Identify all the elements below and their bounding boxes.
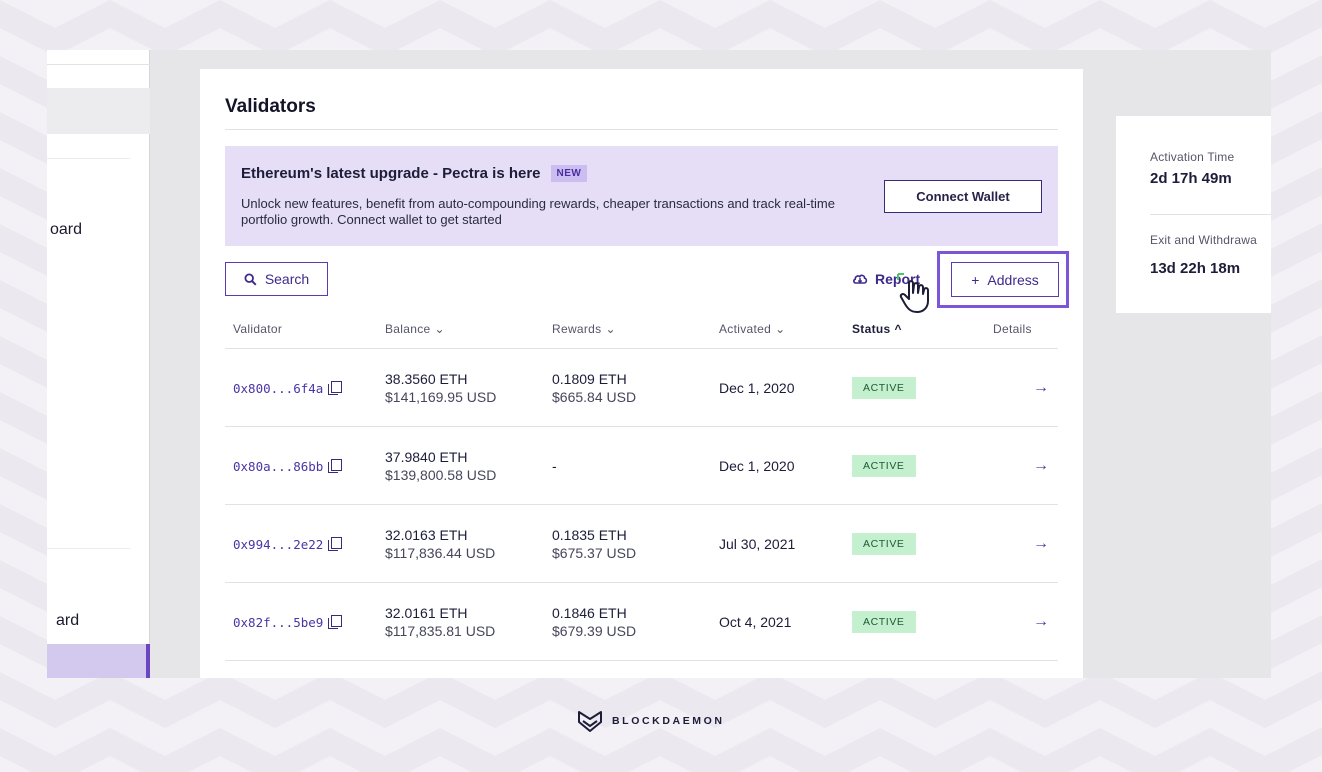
arrow-right-icon[interactable]: → [1033, 535, 1049, 552]
validator-queue-panel: Activation Time 2d 17h 49m Exit and With… [1116, 116, 1271, 313]
column-header-validator: Validator [233, 322, 283, 336]
column-header-rewards[interactable]: Rewards ⌄ [552, 322, 616, 336]
hand-cursor-icon [897, 273, 929, 313]
pectra-upgrade-banner: Ethereum's latest upgrade - Pectra is he… [225, 146, 1058, 246]
blockdaemon-logo-icon [578, 711, 602, 732]
validator-address[interactable]: 0x80a...86bb [233, 427, 343, 505]
column-header-status[interactable]: Status ^ [852, 322, 902, 336]
sidebar-item-dashboard[interactable]: oard [50, 221, 83, 238]
exit-withdrawal-value: 13d 22h 18m [1150, 260, 1241, 277]
tutorial-highlight-frame [937, 251, 1069, 308]
rewards-cell: 0.1846 ETH $679.39 USD [552, 604, 637, 639]
activation-time-value: 2d 17h 49m [1150, 170, 1232, 187]
table-row[interactable]: 0x994...2e22 32.0163 ETH $117,836.44 USD … [225, 505, 1058, 583]
table-row[interactable]: 0x82f...5be9 32.0161 ETH $117,835.81 USD … [225, 583, 1058, 661]
arrow-right-icon[interactable]: → [1033, 457, 1049, 474]
validators-card: Validators Ethereum's latest upgrade - P… [200, 69, 1083, 678]
page-title: Validators [225, 96, 316, 117]
validator-address[interactable]: 0x800...6f4a [233, 349, 343, 427]
validator-address[interactable]: 0x994...2e22 [233, 505, 343, 583]
arrow-right-icon[interactable]: → [1033, 379, 1049, 396]
panel-divider [1150, 214, 1271, 215]
status-cell: ACTIVE [852, 427, 916, 505]
activated-cell: Dec 1, 2020 [719, 458, 795, 474]
search-button-label: Search [264, 271, 310, 287]
balance-cell: 37.9840 ETH $139,800.58 USD [385, 448, 497, 483]
status-badge: ACTIVE [852, 455, 916, 477]
balance-cell: 32.0161 ETH $117,835.81 USD [385, 604, 496, 639]
title-divider [225, 129, 1058, 130]
copy-icon[interactable] [328, 537, 343, 551]
balance-cell: 32.0163 ETH $117,836.44 USD [385, 526, 496, 561]
search-button[interactable]: Search [225, 262, 328, 296]
sidebar-divider [47, 548, 130, 549]
sidebar-divider [47, 158, 130, 159]
rewards-cell: 0.1809 ETH $665.84 USD [552, 370, 637, 405]
status-badge: ACTIVE [852, 377, 916, 399]
chevron-down-icon: ⌄ [605, 322, 616, 336]
status-cell: ACTIVE [852, 583, 916, 661]
column-header-balance[interactable]: Balance ⌄ [385, 322, 445, 336]
chevron-down-icon: ⌄ [434, 322, 445, 336]
table-row[interactable]: 0x80a...86bb 37.9840 ETH $139,800.58 USD … [225, 427, 1058, 505]
status-badge: ACTIVE [852, 611, 916, 633]
arrow-right-icon[interactable]: → [1033, 613, 1049, 630]
activation-time-label: Activation Time [1150, 150, 1235, 164]
rewards-cell: - [552, 458, 557, 474]
activated-cell: Jul 30, 2021 [719, 536, 796, 552]
chevron-down-icon: ⌄ [775, 322, 786, 336]
add-address-button[interactable]: + Address [951, 262, 1059, 297]
sidebar-item-selected-band[interactable] [47, 88, 150, 134]
cloud-download-icon [853, 274, 868, 284]
sidebar: oard ard [47, 50, 150, 678]
plus-icon: + [971, 271, 980, 288]
activated-cell: Oct 4, 2021 [719, 614, 792, 630]
table-row[interactable]: 0x800...6f4a 38.3560 ETH $141,169.95 USD … [225, 349, 1058, 427]
copy-icon[interactable] [328, 615, 343, 629]
brand-name: BLOCKDAEMON [612, 715, 725, 727]
connect-wallet-button[interactable]: Connect Wallet [884, 180, 1042, 213]
blockdaemon-logo: BLOCKDAEMON [577, 709, 725, 733]
copy-icon[interactable] [328, 381, 343, 395]
column-header-activated[interactable]: Activated ⌄ [719, 322, 786, 336]
table-header: Validator Balance ⌄ Rewards ⌄ Activated ⌄ S… [225, 322, 1058, 348]
banner-title-text: Ethereum's latest upgrade - Pectra is he… [241, 165, 541, 182]
add-address-label: Address [987, 271, 1039, 288]
status-badge: ACTIVE [852, 533, 916, 555]
exit-withdrawal-label: Exit and Withdrawa [1150, 233, 1257, 247]
table-header-divider [225, 348, 1058, 349]
balance-cell: 38.3560 ETH $141,169.95 USD [385, 370, 497, 405]
sidebar-item-active[interactable] [47, 644, 150, 678]
chevron-up-icon: ^ [894, 322, 902, 336]
search-icon [244, 272, 257, 286]
column-header-details: Details [993, 322, 1032, 336]
sidebar-divider [47, 64, 150, 65]
sidebar-item-staking-dashboard[interactable]: ard [56, 612, 80, 629]
copy-icon[interactable] [328, 459, 343, 473]
app-window: oard ard Validators Ethereum's latest up… [47, 50, 1271, 678]
banner-title: Ethereum's latest upgrade - Pectra is he… [241, 165, 588, 182]
status-cell: ACTIVE [852, 505, 916, 583]
validator-address[interactable]: 0x82f...5be9 [233, 583, 343, 661]
rewards-cell: 0.1835 ETH $675.37 USD [552, 526, 637, 561]
banner-description: Unlock new features, benefit from auto-c… [241, 196, 835, 227]
new-badge: NEW [550, 165, 588, 182]
activated-cell: Dec 1, 2020 [719, 380, 795, 396]
status-cell: ACTIVE [852, 349, 916, 427]
